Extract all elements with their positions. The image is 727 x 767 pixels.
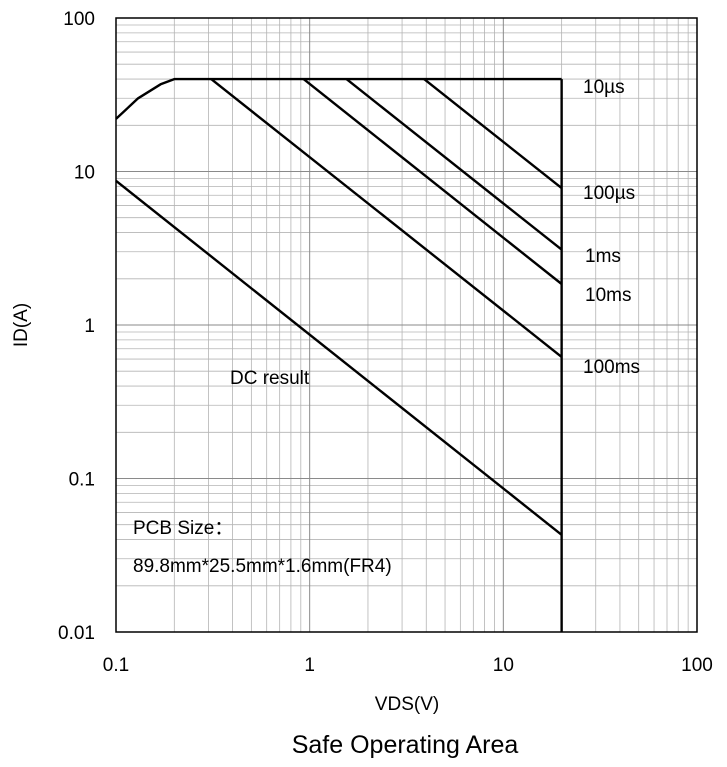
x-tick-label: 100 (681, 655, 713, 676)
soa-curves (115, 77, 563, 632)
pcb-size-label: PCB Size： (133, 518, 233, 539)
grid (115, 17, 698, 633)
series-labels: 10µs 100µs 1ms 10ms 100ms DC result (230, 77, 640, 389)
y-tick-label: 0.01 (58, 623, 95, 644)
y-axis-ticks: 0.01 0.1 1 10 100 (58, 9, 95, 644)
series-line-4 (210, 78, 563, 358)
y-tick-label: 10 (74, 163, 95, 184)
series-line-0 (115, 77, 562, 120)
y-tick-label: 0.1 (69, 470, 95, 491)
series-line-1 (423, 78, 563, 190)
y-tick-label: 1 (84, 316, 95, 337)
series-label-1: 100µs (583, 183, 635, 204)
series-label-3: 10ms (585, 285, 631, 306)
chart-title: Safe Operating Area (292, 731, 519, 759)
series-label-5: DC result (230, 368, 310, 389)
series-label-0: 10µs (583, 77, 625, 98)
x-tick-label: 1 (304, 655, 315, 676)
plot-frame (115, 17, 698, 633)
series-label-4: 100ms (583, 357, 640, 378)
pcb-size-value: 89.8mm*25.5mm*1.6mm(FR4) (133, 556, 392, 577)
series-line-3 (302, 78, 563, 285)
x-axis-ticks: 0.1 1 10 100 (103, 655, 713, 676)
y-axis-label: ID(A) (11, 303, 32, 347)
x-tick-label: 10 (493, 655, 514, 676)
series-label-2: 1ms (585, 246, 621, 267)
y-tick-label: 100 (63, 9, 95, 30)
x-axis-label: VDS(V) (375, 694, 439, 715)
x-tick-label: 0.1 (103, 655, 129, 676)
series-line-5 (115, 179, 563, 536)
series-line-2 (345, 78, 563, 251)
